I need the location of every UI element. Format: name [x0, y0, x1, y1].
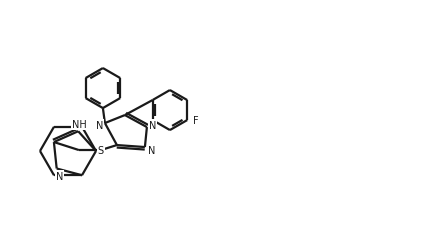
Text: NH: NH — [72, 120, 86, 130]
Text: N: N — [149, 120, 156, 131]
Text: S: S — [98, 145, 104, 155]
Text: N: N — [56, 171, 64, 181]
Text: F: F — [193, 116, 199, 125]
Text: N: N — [96, 120, 103, 131]
Text: N: N — [148, 145, 155, 155]
